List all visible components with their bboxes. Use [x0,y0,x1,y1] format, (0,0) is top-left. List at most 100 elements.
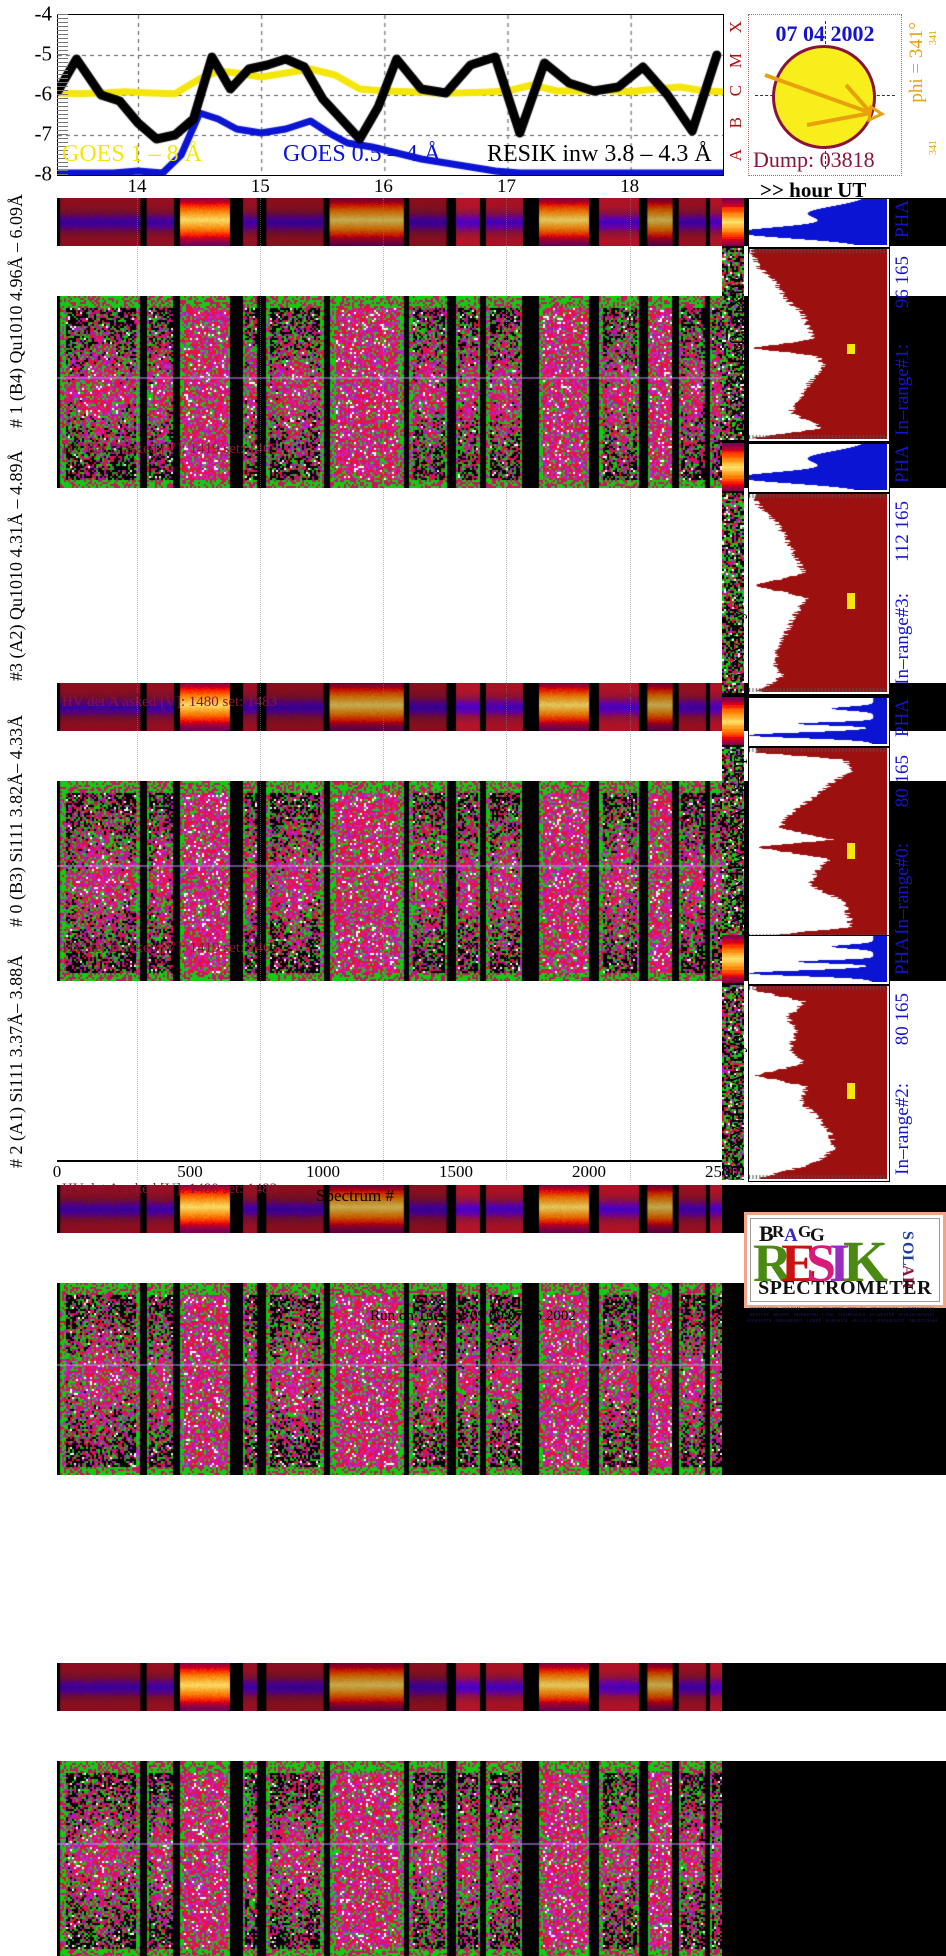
goes-y-tick-labels: -4 -5 -6 -7 -8 [0,2,53,186]
goes-x-tick: 14 [127,176,147,197]
count-axis-tick: 0.12 [775,1182,798,1197]
pha-histogram-canvas [749,444,887,490]
panel-in-range-label: In–range#1: [892,344,913,436]
pha-label: PHA [892,699,913,738]
energy-band-marker [847,344,855,354]
panel-spectrogram [57,1761,946,1956]
goes-x-tick: 18 [620,176,640,197]
count-spectrum-canvas [749,494,887,692]
color-strip-canvas [722,697,744,939]
svg-text:G: G [798,1222,811,1241]
goes-class-letters: A B C M X [724,14,745,174]
panel-in-range-label: In–range#2: [892,1082,913,1175]
panel-color-strip [722,198,744,440]
count-spectrum-plot [748,248,890,442]
panel-ion-label: SXV, Si Lyβ, SiXIII [727,276,748,430]
hour-gridline [506,697,508,939]
hour-gridline [137,697,139,939]
goes-x-tick: 16 [373,176,393,197]
goes-y-tick: -8 [34,161,53,186]
svg-text:K: K [843,1229,888,1294]
hour-gridline [260,935,262,1180]
count-spectrum-plot [748,985,890,1182]
svg-text:B: B [759,1221,774,1246]
hour-gridline [506,443,508,693]
goes-flux-plot [57,14,724,176]
right-axis-title: cts/bin/sec [786,1186,850,1202]
panel-counts-label: 96 165 [892,256,913,309]
count-spectrum-canvas [749,249,887,439]
x-axis-tick: 1500 [439,1162,473,1181]
goes-canvas [58,15,723,175]
svg-text:L: L [899,1255,916,1266]
credits-line-3: SYLWESTER · ABRAMENKO · LEMEN · HARTSOCK… [746,1318,938,1323]
credits-line-1: SYSTEM TEST · CULHAM · GOLUB · DOSCHEK ·… [749,1306,935,1311]
spectrogram-canvas [57,1761,722,1956]
svg-text:A: A [899,1265,916,1277]
hour-gridline [260,697,262,939]
logo-credits: SYSTEM TEST · CULHAM · GOLUB · DOSCHEK ·… [744,1306,940,1324]
hour-gridline [383,697,385,939]
goes-x-tick: 17 [496,176,516,197]
goes-y-tick: -4 [34,1,53,26]
svg-text:R: R [899,1277,916,1289]
panel-wavelength-label: # 1 (B4) Qu1010 4.96Å – 6.09Å [6,194,26,428]
panel-color-strip [722,697,744,939]
svg-text:E: E [781,1233,817,1293]
panel-color-strip [722,935,744,1180]
hv-detector-text: HV det A asked [V]: 1480 set: 1483 [62,694,278,710]
goes-class-letter: M [726,53,745,69]
hour-gridline [629,697,631,939]
color-strip-canvas [722,935,744,1180]
svg-text:G: G [810,1225,825,1246]
count-axis-tick: 0.16 [744,1182,768,1197]
svg-text:R: R [772,1222,785,1241]
run-timestamp: Run on Tue Apr 09 09:07:35 2002 [370,1308,576,1324]
x-axis-tick: 1000 [306,1162,340,1181]
svg-text:A: A [784,1225,798,1246]
pha-histogram-canvas [749,199,887,245]
count-spectrum-plot [748,747,890,941]
x-axis-tick: 500 [177,1162,203,1181]
color-strip-canvas [722,198,744,440]
x-axis-tick: 2500 [705,1162,739,1181]
pha-image-canvas [57,1185,722,1233]
resik-legend: RESIK inw 3.8 – 4.3 Å [487,141,712,167]
pha-histogram-canvas [749,698,887,744]
hour-gridline [260,443,262,693]
hour-gridline [137,935,139,1180]
resik-logo-graphic: B R A G G R E S I K S O L A R [753,1221,916,1294]
panel-pha-image [57,1663,946,1711]
energy-band-marker [847,1082,855,1099]
pha-histogram-canvas [749,936,887,982]
goes-legend-long: GOES 1 – 8 Å [62,141,203,167]
hv-detector-text: HV det B asked [V]: 1419 set: 1465 [62,940,278,956]
panel-pha-image [57,198,946,246]
goes-class-letter: B [726,117,745,129]
pha-histogram [748,935,890,985]
x-axis-tick-labels: 0 500 1000 1500 2000 2500 [53,1162,739,1184]
pha-histogram [748,697,890,747]
count-axis-tick: 0.00 [866,1182,890,1197]
pha-histogram [748,198,890,248]
credits-line-2: BENTLEY · BROWN · TRZEBINSKI · LANG · JA… [749,1312,935,1317]
x-axis-title: Spectrum # [316,1186,394,1205]
hour-gridline [383,935,385,1180]
hour-gridline [137,198,139,440]
panel-wavelength-label: #3 (A2) Qu1010 4.31Å – 4.89Å [6,450,26,681]
goes-x-tick: 15 [250,176,270,197]
panel-ion-label: K XVIIIw Ar Lya [727,1034,748,1170]
goes-class-letter: X [726,21,745,34]
energy-band-marker [847,843,855,859]
svg-text:R: R [753,1233,793,1293]
panel-counts-label: 80 165 [892,993,913,1046]
hour-gridline [629,443,631,693]
pha-image-canvas [57,198,722,246]
x-axis-tick: 2000 [572,1162,606,1181]
pha-histogram [748,443,890,493]
goes-class-letter: C [726,85,745,97]
phi-angle-label: phi = 341° [906,22,927,103]
svg-text:S: S [806,1233,836,1293]
dump-number: Dump: 03818 [753,147,875,172]
pointing-arrows [764,73,886,127]
